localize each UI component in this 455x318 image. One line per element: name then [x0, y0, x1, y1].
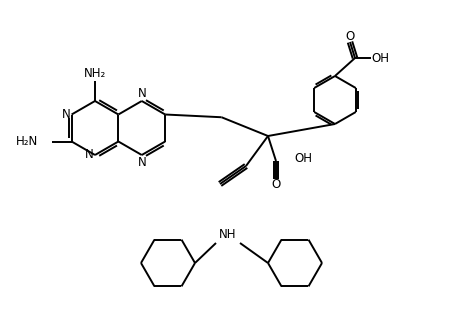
Text: OH: OH	[370, 52, 388, 65]
Text: H₂N: H₂N	[16, 135, 39, 148]
Text: NH: NH	[219, 229, 236, 241]
Text: O: O	[271, 178, 280, 191]
Text: N: N	[85, 149, 94, 162]
Text: N: N	[62, 108, 71, 121]
Text: O: O	[344, 30, 354, 43]
Text: NH₂: NH₂	[84, 67, 106, 80]
Text: OH: OH	[293, 153, 311, 165]
Text: N: N	[137, 156, 146, 169]
Text: N: N	[137, 87, 146, 100]
